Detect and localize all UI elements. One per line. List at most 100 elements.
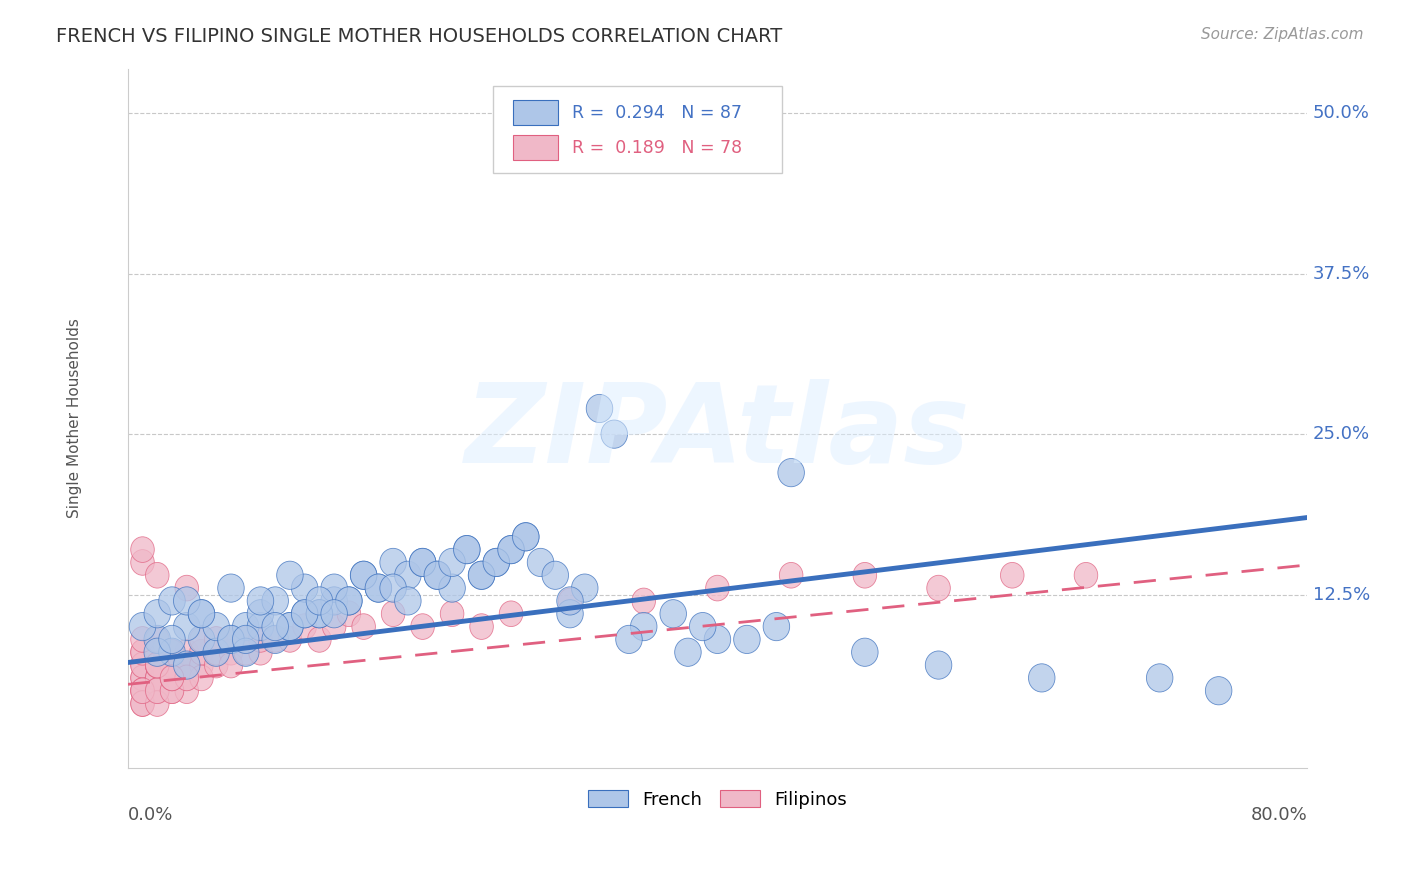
- Ellipse shape: [160, 678, 184, 704]
- Ellipse shape: [307, 599, 333, 628]
- Ellipse shape: [381, 601, 405, 626]
- Ellipse shape: [440, 601, 464, 626]
- Ellipse shape: [249, 626, 273, 652]
- Ellipse shape: [174, 652, 198, 678]
- Ellipse shape: [232, 613, 259, 640]
- Ellipse shape: [558, 588, 582, 614]
- Ellipse shape: [308, 626, 332, 652]
- Ellipse shape: [278, 626, 302, 652]
- Ellipse shape: [145, 665, 169, 690]
- Ellipse shape: [218, 625, 245, 654]
- Ellipse shape: [204, 652, 228, 678]
- FancyBboxPatch shape: [494, 86, 782, 173]
- Ellipse shape: [131, 690, 155, 716]
- Ellipse shape: [131, 665, 155, 690]
- Ellipse shape: [350, 561, 377, 590]
- Text: 50.0%: 50.0%: [1313, 104, 1369, 122]
- Ellipse shape: [292, 614, 316, 640]
- Ellipse shape: [586, 394, 613, 423]
- Ellipse shape: [262, 613, 288, 640]
- Ellipse shape: [131, 640, 155, 665]
- Ellipse shape: [160, 665, 184, 690]
- Ellipse shape: [145, 652, 169, 678]
- Ellipse shape: [277, 613, 304, 640]
- Ellipse shape: [557, 599, 583, 628]
- Ellipse shape: [131, 640, 155, 665]
- Ellipse shape: [188, 625, 215, 654]
- Ellipse shape: [439, 574, 465, 602]
- Ellipse shape: [513, 523, 538, 551]
- Ellipse shape: [145, 678, 169, 704]
- Ellipse shape: [541, 561, 568, 590]
- Ellipse shape: [190, 640, 214, 665]
- Ellipse shape: [778, 458, 804, 487]
- Ellipse shape: [262, 587, 288, 615]
- Ellipse shape: [395, 587, 422, 615]
- Ellipse shape: [145, 652, 169, 678]
- Ellipse shape: [321, 587, 347, 615]
- Ellipse shape: [145, 563, 169, 588]
- Text: ZIPAtlas: ZIPAtlas: [464, 378, 970, 485]
- Ellipse shape: [411, 614, 434, 640]
- Ellipse shape: [233, 626, 257, 652]
- Ellipse shape: [131, 537, 155, 563]
- Ellipse shape: [145, 690, 169, 716]
- Ellipse shape: [439, 549, 465, 576]
- Ellipse shape: [1074, 563, 1098, 588]
- Ellipse shape: [145, 678, 169, 704]
- Ellipse shape: [631, 588, 655, 614]
- Ellipse shape: [219, 640, 243, 665]
- Ellipse shape: [263, 626, 287, 652]
- Ellipse shape: [143, 599, 170, 628]
- Ellipse shape: [395, 561, 422, 590]
- Ellipse shape: [131, 626, 155, 652]
- Ellipse shape: [145, 626, 169, 652]
- Ellipse shape: [143, 625, 170, 654]
- Ellipse shape: [366, 574, 392, 602]
- Ellipse shape: [131, 665, 155, 690]
- Text: 12.5%: 12.5%: [1313, 585, 1371, 604]
- Ellipse shape: [143, 638, 170, 666]
- Ellipse shape: [336, 587, 363, 615]
- Ellipse shape: [174, 678, 198, 704]
- Ellipse shape: [218, 625, 245, 654]
- Ellipse shape: [247, 599, 274, 628]
- Text: R =  0.189   N = 78: R = 0.189 N = 78: [572, 138, 742, 156]
- Ellipse shape: [454, 535, 479, 564]
- Ellipse shape: [188, 599, 215, 628]
- Ellipse shape: [159, 587, 186, 615]
- Text: Source: ZipAtlas.com: Source: ZipAtlas.com: [1201, 27, 1364, 42]
- Ellipse shape: [174, 640, 198, 665]
- Ellipse shape: [190, 626, 214, 652]
- Ellipse shape: [131, 690, 155, 716]
- Ellipse shape: [204, 640, 228, 665]
- Ellipse shape: [174, 575, 198, 601]
- Ellipse shape: [307, 587, 333, 615]
- Ellipse shape: [202, 638, 229, 666]
- Ellipse shape: [571, 574, 598, 602]
- Ellipse shape: [852, 638, 879, 666]
- Ellipse shape: [704, 625, 731, 654]
- Ellipse shape: [468, 561, 495, 590]
- Ellipse shape: [160, 640, 184, 665]
- Ellipse shape: [380, 549, 406, 576]
- Ellipse shape: [204, 626, 228, 652]
- Ellipse shape: [454, 535, 479, 564]
- Ellipse shape: [173, 613, 200, 640]
- Ellipse shape: [484, 549, 509, 576]
- Ellipse shape: [557, 587, 583, 615]
- Ellipse shape: [145, 652, 169, 678]
- Ellipse shape: [160, 652, 184, 678]
- Ellipse shape: [616, 625, 643, 654]
- Ellipse shape: [675, 638, 702, 666]
- Ellipse shape: [188, 599, 215, 628]
- Ellipse shape: [366, 574, 392, 602]
- Ellipse shape: [159, 625, 186, 654]
- Ellipse shape: [173, 651, 200, 679]
- Ellipse shape: [499, 601, 523, 626]
- Ellipse shape: [763, 613, 790, 640]
- Ellipse shape: [131, 549, 155, 575]
- Ellipse shape: [586, 125, 613, 153]
- Text: R =  0.294   N = 87: R = 0.294 N = 87: [572, 103, 742, 121]
- Ellipse shape: [202, 613, 229, 640]
